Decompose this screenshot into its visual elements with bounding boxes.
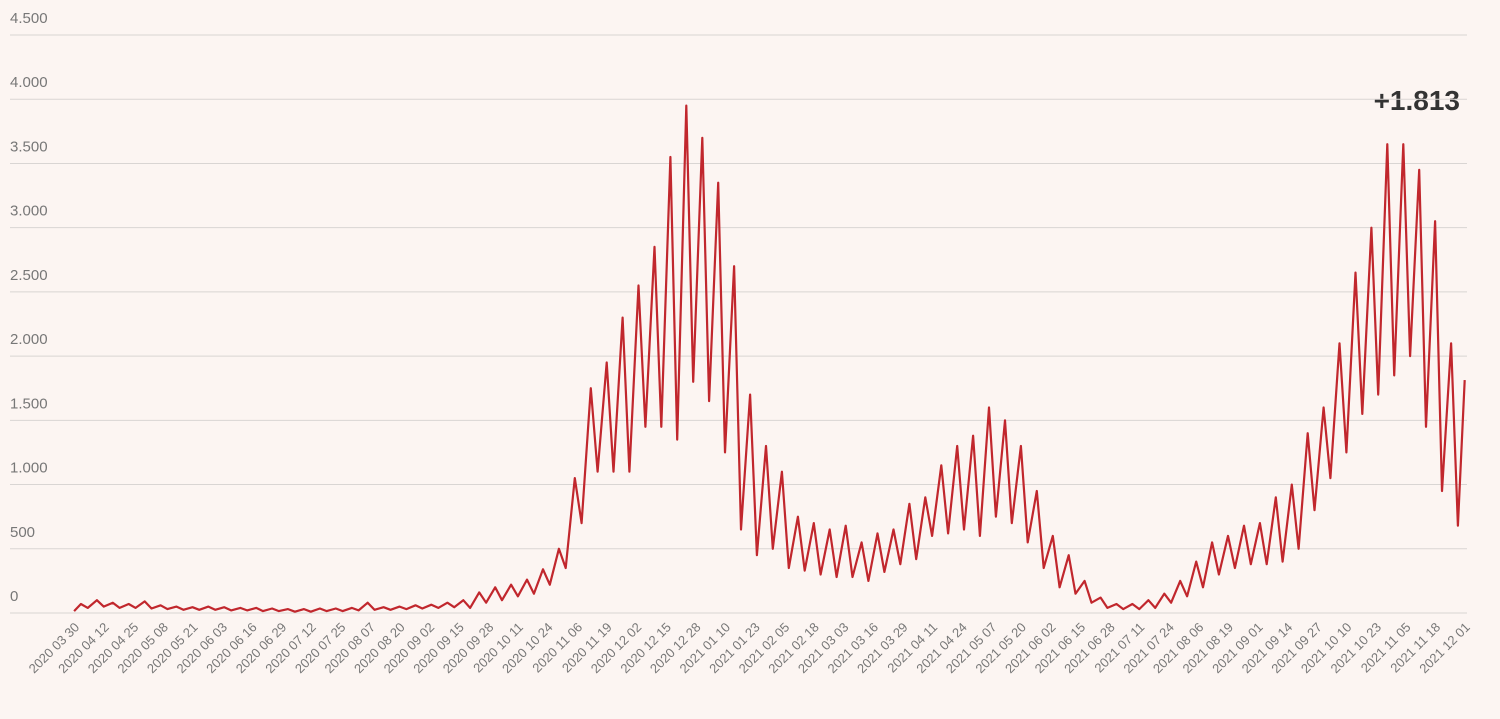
y-tick-label: 500 <box>10 524 35 541</box>
annotation: +1.813 <box>1374 85 1460 116</box>
y-tick-label: 4.000 <box>10 74 48 91</box>
data-line <box>73 104 1466 613</box>
y-tick-label: 3.000 <box>10 203 48 220</box>
y-tick-label: 1.500 <box>10 395 48 412</box>
y-tick-label: 0 <box>10 588 18 605</box>
y-tick-label: 1.000 <box>10 460 48 477</box>
y-tick-label: 3.500 <box>10 138 48 155</box>
y-tick-label: 2.000 <box>10 331 48 348</box>
y-tick-label: 2.500 <box>10 267 48 284</box>
y-tick-label: 4.500 <box>10 10 48 27</box>
